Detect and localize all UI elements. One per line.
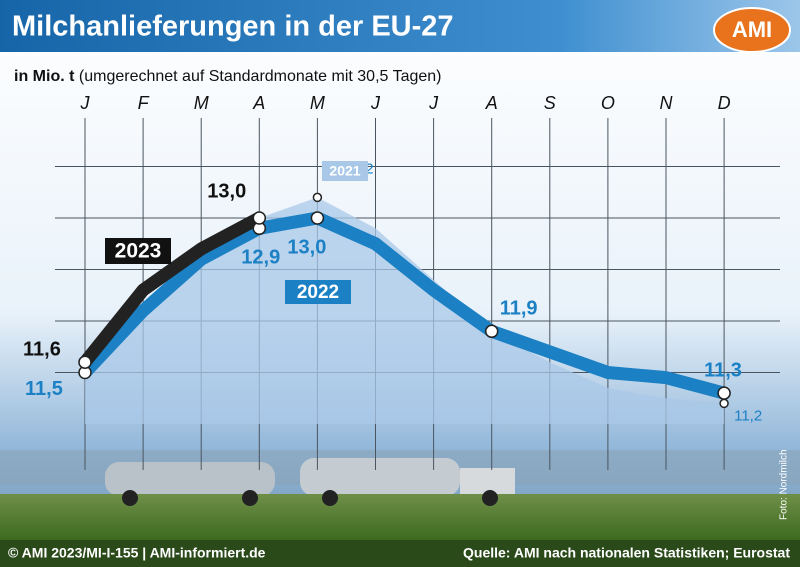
- value-label: 11,9: [500, 298, 538, 320]
- x-tick-label: A: [485, 93, 498, 113]
- x-tick-label: D: [718, 93, 731, 113]
- footer-left: © AMI 2023/MI-I-155 | AMI-informiert.de: [8, 545, 266, 561]
- unit-label: in Mio. t (umgerechnet auf Standardmonat…: [14, 68, 441, 85]
- point: [310, 211, 325, 225]
- x-tick-label: F: [138, 93, 150, 113]
- x-tick-label: M: [310, 93, 325, 113]
- series-label-box: [285, 280, 351, 304]
- point: [717, 386, 731, 400]
- x-tick-label: M: [194, 93, 209, 113]
- unit: in Mio. t: [14, 68, 75, 85]
- value-label: 11,3: [704, 359, 742, 381]
- series-label: 2021: [329, 163, 360, 179]
- x-tick-label: J: [370, 93, 381, 113]
- subtitle: (umgerechnet auf Standardmonate mit 30,5…: [79, 68, 442, 85]
- value-label: 13,0: [287, 236, 326, 258]
- x-tick-label: J: [80, 93, 91, 113]
- footer-bar: [0, 540, 800, 567]
- value-label: 11,2: [734, 407, 762, 424]
- area: [85, 197, 725, 424]
- x-tick-label: A: [252, 93, 265, 113]
- series-label-box: [105, 238, 171, 264]
- line: [78, 211, 266, 369]
- x-tick-label: S: [544, 93, 556, 113]
- title-bar: [0, 0, 800, 52]
- value-label: 11,6: [23, 338, 61, 360]
- line: [78, 211, 731, 400]
- logo: AMI: [732, 17, 772, 42]
- x-tick-label: N: [660, 93, 674, 113]
- series-label: 2023: [115, 240, 162, 263]
- photo: [0, 450, 800, 540]
- point: [252, 211, 267, 225]
- point: [312, 192, 323, 203]
- x-tick-label: O: [601, 93, 615, 113]
- series-label-box: [322, 161, 368, 181]
- value-label: 13,0: [207, 180, 246, 202]
- point: [484, 324, 499, 339]
- series-label: 2022: [297, 282, 339, 303]
- point: [78, 355, 92, 369]
- x-tick-label: J: [428, 93, 439, 113]
- photo-credit: Foto: Nordmilch: [779, 449, 790, 520]
- value-label: 11,5: [25, 378, 63, 400]
- title: Milchanlieferungen in der EU-27: [12, 11, 454, 43]
- value-label: 12,9: [241, 247, 280, 269]
- point: [719, 398, 729, 409]
- footer-right: Quelle: AMI nach nationalen Statistiken;…: [463, 545, 790, 561]
- logo-badge: [713, 7, 791, 53]
